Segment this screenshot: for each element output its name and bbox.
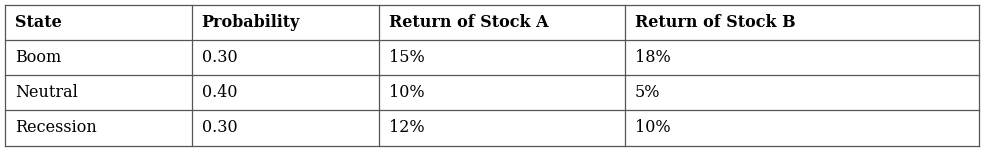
Text: Neutral: Neutral: [15, 84, 78, 101]
Text: 0.30: 0.30: [202, 119, 237, 136]
Text: Boom: Boom: [15, 49, 61, 66]
Text: Probability: Probability: [202, 14, 300, 31]
Text: 5%: 5%: [635, 84, 660, 101]
Text: 10%: 10%: [389, 84, 424, 101]
Text: 0.40: 0.40: [202, 84, 237, 101]
Text: 10%: 10%: [635, 119, 670, 136]
Text: Recession: Recession: [15, 119, 96, 136]
Text: 15%: 15%: [389, 49, 424, 66]
Text: 18%: 18%: [635, 49, 670, 66]
Text: Return of Stock B: Return of Stock B: [635, 14, 795, 31]
Text: 0.30: 0.30: [202, 49, 237, 66]
Text: Return of Stock A: Return of Stock A: [389, 14, 548, 31]
Text: 12%: 12%: [389, 119, 424, 136]
Text: State: State: [15, 14, 62, 31]
